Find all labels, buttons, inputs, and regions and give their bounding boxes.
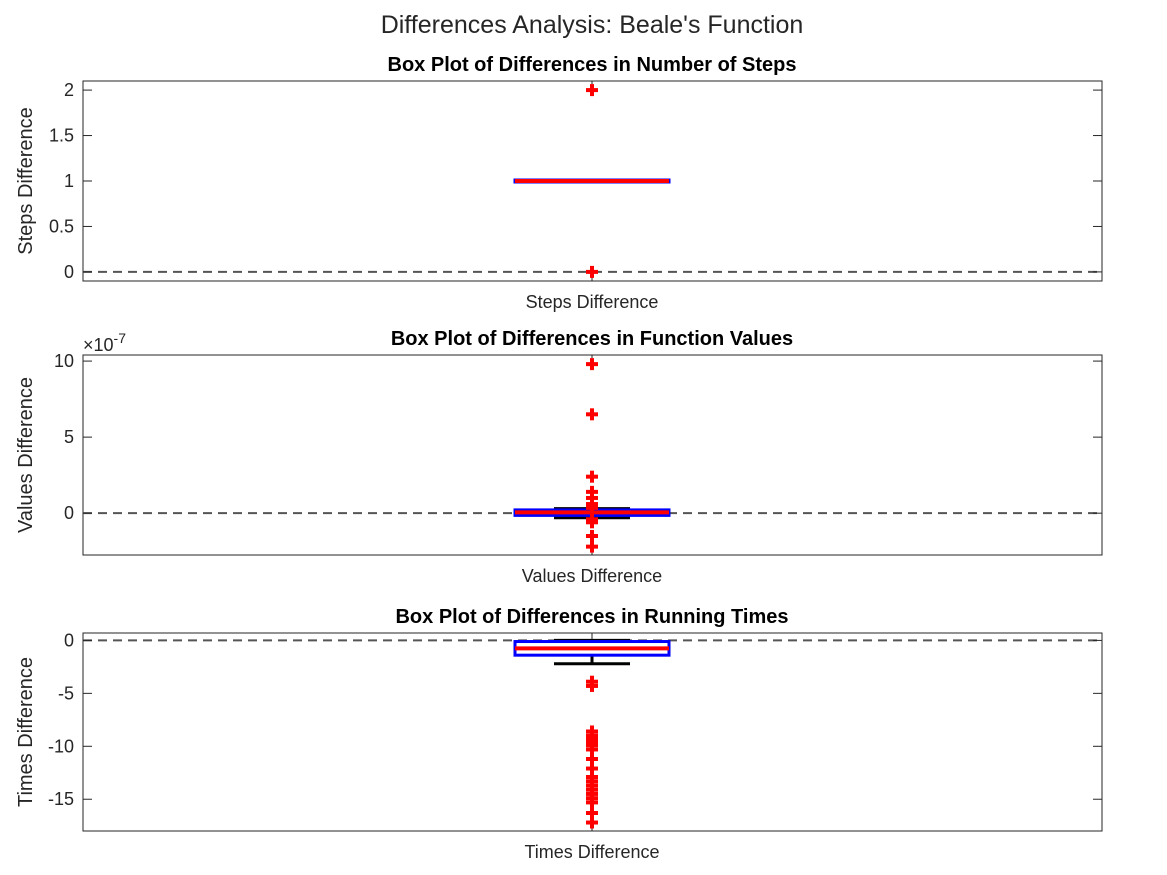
outlier-marker <box>586 679 598 692</box>
y-axis-label: Values Difference <box>15 377 37 533</box>
figure-title: Differences Analysis: Beale's Function <box>381 11 804 39</box>
outlier-marker <box>586 516 598 529</box>
panels: 0 0.5 1 1.5 2 Box Plot of Differences in Numb… <box>15 54 1103 862</box>
outlier-marker <box>586 529 598 542</box>
ytick-label: 2 <box>64 80 74 100</box>
panel-title: Box Plot of Differences in Running Times <box>395 606 788 628</box>
ytick-label: 0.5 <box>49 216 74 236</box>
ytick-label: 5 <box>64 427 74 447</box>
outlier-marker <box>586 816 598 829</box>
outlier-marker <box>586 540 598 553</box>
panel-title: Box Plot of Differences in Number of Ste… <box>388 54 797 76</box>
panel-title: Box Plot of Differences in Function Valu… <box>391 328 793 350</box>
axis-exponent-power: -7 <box>114 330 127 346</box>
ytick-label: -5 <box>58 683 74 703</box>
y-axis-label: Times Difference <box>15 657 37 807</box>
ytick-label: -15 <box>48 789 74 809</box>
y-axis-label: Steps Difference <box>15 107 37 255</box>
chart-panel-3: -15 -10 -5 0 Box Plot of Differences in Runn… <box>15 606 1103 862</box>
outlier-marker <box>586 408 598 421</box>
outlier-marker <box>586 470 598 483</box>
outlier-marker <box>586 796 598 809</box>
axis-exponent: ×10-7 <box>83 330 126 355</box>
outlier-marker <box>586 358 598 371</box>
outlier-marker <box>586 501 598 514</box>
outlier-marker <box>586 265 598 278</box>
ytick-label: 0 <box>64 630 74 650</box>
x-axis-label: Times Difference <box>524 842 659 862</box>
axis-exponent-base: ×10 <box>83 335 114 355</box>
ytick-label: 0 <box>64 503 74 523</box>
ytick-label: -10 <box>48 736 74 756</box>
chart-panel-1: 0 0.5 1 1.5 2 Box Plot of Differences in Numb… <box>15 54 1103 312</box>
outlier-marker <box>586 84 598 97</box>
x-axis-label: Values Difference <box>522 566 662 586</box>
ytick-label: 10 <box>54 351 74 371</box>
x-axis-label: Steps Difference <box>526 292 659 312</box>
chart-panel-2: 0 5 10 Box Plot of Differences in Function … <box>15 328 1103 586</box>
ytick-label: 1.5 <box>49 126 74 146</box>
ytick-label: 1 <box>64 171 74 191</box>
ytick-label: 0 <box>64 262 74 282</box>
